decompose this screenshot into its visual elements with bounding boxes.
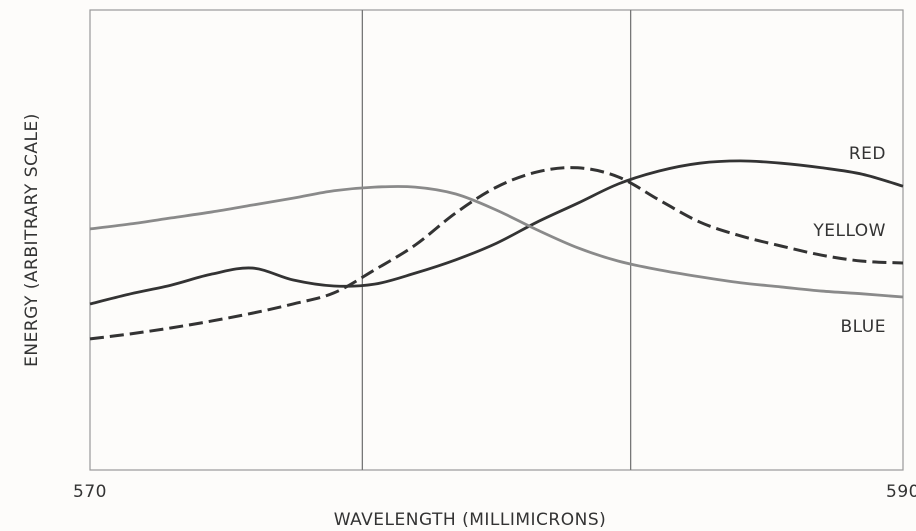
series-line (89, 166, 904, 341)
y-axis-label: ENERGY (ARBITRARY SCALE) (22, 113, 42, 367)
plot-frame (89, 9, 904, 471)
series-line (89, 159, 904, 306)
series-label: YELLOW (812, 221, 886, 241)
series-label: BLUE (841, 317, 886, 337)
x-axis-label: WAVELENGTH (MILLIMICRONS) (334, 510, 607, 530)
x-tick-label: 570 (73, 482, 107, 502)
series-line (89, 185, 904, 299)
series-label: RED (849, 144, 886, 164)
x-tick-label: 590 (886, 482, 916, 502)
